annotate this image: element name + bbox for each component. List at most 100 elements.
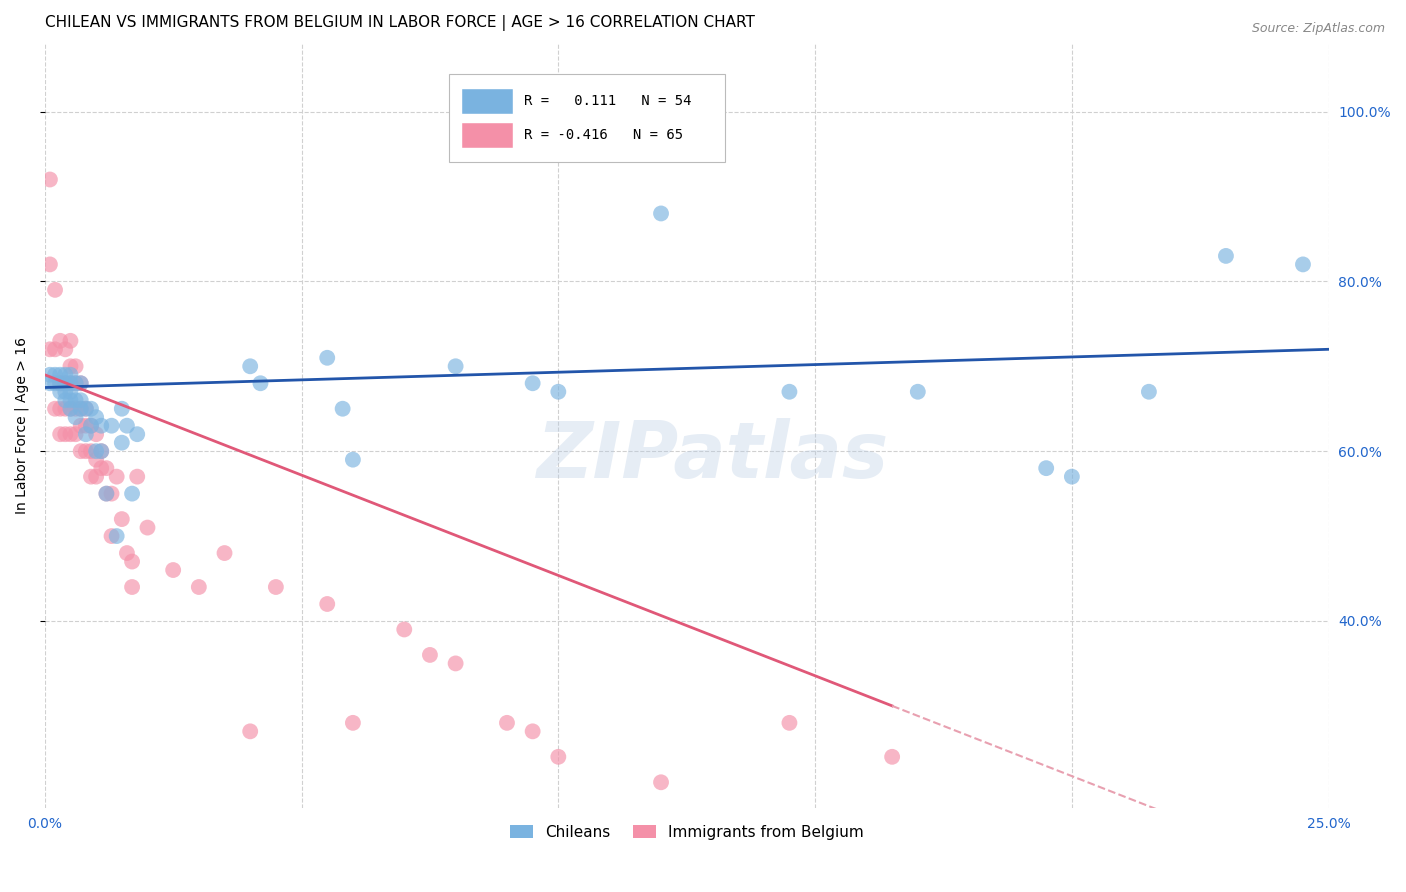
Point <box>65 427 87 442</box>
Text: ZIPatlas: ZIPatlas <box>536 418 889 494</box>
Point <box>96 461 118 475</box>
Point <box>127 427 149 442</box>
Point <box>59 401 82 416</box>
Point <box>65 393 87 408</box>
Point <box>1060 469 1083 483</box>
Point <box>105 529 128 543</box>
Point <box>59 401 82 416</box>
Point <box>162 563 184 577</box>
Legend: Chileans, Immigrants from Belgium: Chileans, Immigrants from Belgium <box>503 819 870 846</box>
Point <box>1215 249 1237 263</box>
Point <box>49 401 72 416</box>
Point <box>39 343 62 357</box>
Point <box>69 444 91 458</box>
Point <box>80 401 103 416</box>
Point <box>53 401 76 416</box>
Point <box>84 444 107 458</box>
Text: R =   0.111   N = 54: R = 0.111 N = 54 <box>523 94 692 108</box>
Point <box>53 376 76 391</box>
Point <box>121 580 143 594</box>
Point <box>121 486 143 500</box>
Point <box>53 384 76 399</box>
Point <box>136 520 159 534</box>
Point <box>1035 461 1057 475</box>
Point <box>59 368 82 382</box>
Point <box>69 393 91 408</box>
Point <box>907 384 929 399</box>
Point <box>84 410 107 425</box>
Point <box>100 529 122 543</box>
Point <box>444 657 467 671</box>
Text: CHILEAN VS IMMIGRANTS FROM BELGIUM IN LABOR FORCE | AGE > 16 CORRELATION CHART: CHILEAN VS IMMIGRANTS FROM BELGIUM IN LA… <box>45 15 755 31</box>
Point <box>39 257 62 271</box>
Point <box>39 172 62 186</box>
Point <box>115 546 138 560</box>
Point <box>53 376 76 391</box>
Point <box>121 555 143 569</box>
Point <box>49 427 72 442</box>
Point <box>547 384 569 399</box>
Point <box>39 368 62 382</box>
Point <box>44 401 66 416</box>
Point <box>65 410 87 425</box>
Point <box>264 580 287 594</box>
Point <box>496 715 519 730</box>
Point <box>187 580 209 594</box>
FancyBboxPatch shape <box>463 88 513 114</box>
Point <box>96 486 118 500</box>
Point <box>90 444 112 458</box>
Point <box>65 401 87 416</box>
Point <box>59 427 82 442</box>
Point <box>69 401 91 416</box>
Point <box>650 206 672 220</box>
Point <box>44 376 66 391</box>
Point <box>1137 384 1160 399</box>
Point <box>49 376 72 391</box>
Point <box>75 427 97 442</box>
Point <box>100 486 122 500</box>
Text: Source: ZipAtlas.com: Source: ZipAtlas.com <box>1251 22 1385 36</box>
Point <box>75 418 97 433</box>
Point <box>65 359 87 374</box>
Point <box>80 418 103 433</box>
Point <box>342 715 364 730</box>
Point <box>75 444 97 458</box>
Point <box>69 418 91 433</box>
Y-axis label: In Labor Force | Age > 16: In Labor Force | Age > 16 <box>15 337 30 514</box>
Point <box>49 334 72 348</box>
Point <box>59 376 82 391</box>
Point <box>90 444 112 458</box>
Point <box>111 512 134 526</box>
Point <box>69 376 91 391</box>
Point <box>59 384 82 399</box>
Point <box>115 418 138 433</box>
Point <box>49 368 72 382</box>
Point <box>59 334 82 348</box>
Point <box>214 546 236 560</box>
Point <box>80 418 103 433</box>
Point <box>80 444 103 458</box>
Point <box>778 715 800 730</box>
Point <box>90 418 112 433</box>
Point <box>49 376 72 391</box>
Point <box>444 359 467 374</box>
Point <box>75 401 97 416</box>
Point <box>239 359 262 374</box>
Point <box>59 359 82 374</box>
Point <box>332 401 354 416</box>
Point <box>316 351 339 365</box>
Point <box>522 724 544 739</box>
Point <box>59 376 82 391</box>
FancyBboxPatch shape <box>449 74 725 162</box>
Point <box>53 427 76 442</box>
Point <box>53 343 76 357</box>
Point <box>84 452 107 467</box>
Point <box>39 376 62 391</box>
Point <box>65 376 87 391</box>
Point <box>44 368 66 382</box>
Point <box>53 393 76 408</box>
Point <box>111 401 134 416</box>
Point <box>778 384 800 399</box>
Point <box>127 469 149 483</box>
Point <box>96 486 118 500</box>
